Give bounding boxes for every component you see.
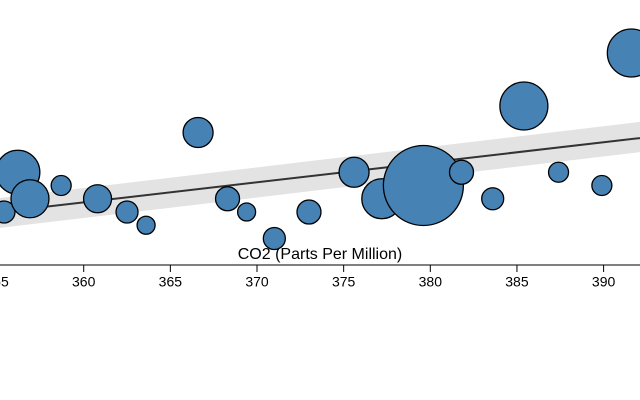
- bubble: [0, 200, 16, 224]
- bubble: [50, 174, 72, 197]
- bubble: [499, 81, 549, 131]
- bubble: [214, 186, 241, 212]
- bubble: [338, 156, 370, 188]
- x-tick-label: 375: [332, 274, 356, 290]
- bubble: [82, 184, 113, 214]
- bubble: [547, 161, 570, 183]
- x-tick-label: 390: [592, 274, 616, 290]
- bubble: [481, 187, 505, 211]
- bubble: [606, 28, 640, 78]
- x-tick-label: 380: [419, 274, 443, 290]
- bubble: [591, 174, 613, 197]
- bubble: [10, 179, 50, 219]
- x-tick-label: 385: [505, 274, 529, 290]
- bubble: [236, 202, 257, 222]
- bubble: [448, 159, 475, 185]
- bubble: [115, 200, 139, 224]
- x-axis-label: CO2 (Parts Per Million): [238, 246, 402, 263]
- bubble: [296, 199, 322, 225]
- bubble: [136, 215, 156, 235]
- x-tick-label: 360: [72, 274, 96, 290]
- x-tick-label: 355: [0, 274, 9, 290]
- bubble: [382, 144, 465, 227]
- bubble: [262, 226, 286, 251]
- x-tick-label: 370: [245, 274, 269, 290]
- x-tick-label: 365: [159, 274, 183, 290]
- bubble: [182, 116, 214, 149]
